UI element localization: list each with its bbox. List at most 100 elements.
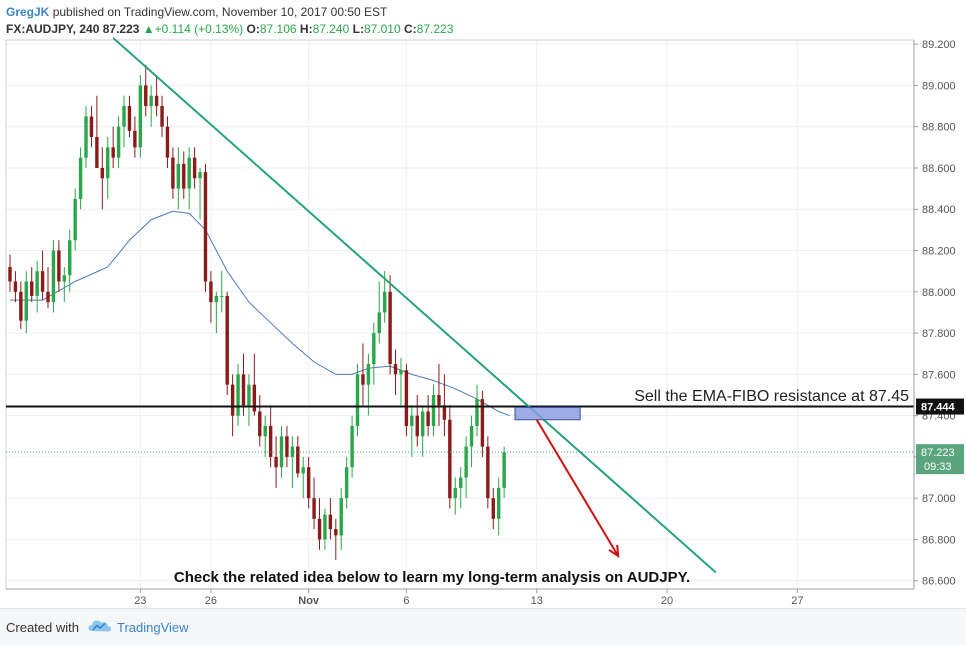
candle-body[interactable] (448, 419, 452, 499)
candle-body[interactable] (73, 198, 77, 241)
candle-body[interactable] (62, 275, 66, 282)
candle-body[interactable] (464, 446, 468, 478)
candle-body[interactable] (258, 411, 262, 437)
candle-body[interactable] (51, 250, 56, 303)
candle-body[interactable] (95, 137, 99, 168)
candle-body[interactable] (165, 126, 170, 158)
candle-body[interactable] (361, 374, 365, 385)
candle-body[interactable] (323, 514, 327, 540)
candle-body[interactable] (241, 374, 246, 406)
candle-body[interactable] (122, 106, 126, 127)
candle-body[interactable] (176, 163, 181, 189)
candle-body[interactable] (453, 487, 457, 499)
tradingview-logo-icon[interactable] (88, 618, 112, 634)
candle-body[interactable] (68, 240, 72, 276)
candle-body[interactable] (475, 399, 479, 426)
candle-body[interactable] (339, 498, 343, 536)
candle-body[interactable] (35, 271, 39, 296)
candle-body[interactable] (469, 425, 474, 447)
candle-body[interactable] (497, 487, 501, 519)
candle-body[interactable] (40, 271, 45, 292)
candle-body[interactable] (502, 452, 506, 488)
tradingview-brand-link[interactable]: TradingView (117, 620, 189, 635)
candle-body[interactable] (19, 291, 23, 321)
candle-body[interactable] (312, 498, 316, 519)
candle-body[interactable] (8, 267, 12, 282)
candle-body[interactable] (57, 250, 61, 282)
candle-body[interactable] (263, 425, 267, 437)
candle-body[interactable] (144, 85, 148, 107)
time-axis[interactable]: 23 26 Nov 6 13 20 27 (6, 588, 914, 607)
candle-body[interactable] (89, 116, 94, 138)
candle-body[interactable] (100, 167, 105, 179)
candle-body[interactable] (84, 116, 88, 158)
candle-body[interactable] (317, 518, 322, 540)
candle-body[interactable] (268, 425, 273, 457)
candle-body[interactable] (30, 281, 34, 296)
candle-body[interactable] (366, 364, 371, 385)
candles-group[interactable] (8, 64, 506, 561)
candle-body[interactable] (334, 529, 338, 536)
candle-body[interactable] (203, 172, 208, 282)
candle-body[interactable] (355, 374, 360, 426)
candle-body[interactable] (149, 95, 153, 107)
candle-body[interactable] (290, 446, 295, 457)
candle-body[interactable] (458, 477, 463, 488)
price-axis[interactable]: 89.200 89.000 88.800 88.600 88.400 88.200 88.0… (913, 39, 966, 589)
candle-body[interactable] (116, 126, 121, 158)
candle-body[interactable] (209, 281, 213, 303)
candle-body[interactable] (486, 446, 490, 499)
candle-body[interactable] (382, 291, 387, 313)
candle-body[interactable] (127, 106, 132, 131)
candle-body[interactable] (220, 295, 224, 297)
candle-body[interactable] (279, 436, 284, 468)
trendline[interactable] (112, 37, 717, 574)
candle-body[interactable] (24, 281, 28, 321)
candle-body[interactable] (399, 370, 403, 375)
candle-body[interactable] (480, 399, 485, 447)
candle-body[interactable] (415, 415, 419, 437)
candle-body[interactable] (230, 384, 235, 416)
author-link[interactable]: GregJK (6, 5, 50, 19)
price-chart[interactable]: 89.200 89.000 88.800 88.600 88.400 88.200 88.0… (0, 0, 966, 608)
candle-body[interactable] (328, 514, 333, 530)
candle-body[interactable] (187, 157, 191, 189)
candle-body[interactable] (372, 333, 376, 365)
candle-body[interactable] (46, 291, 50, 303)
candle-body[interactable] (350, 425, 354, 468)
candle-body[interactable] (491, 498, 495, 519)
candle-body[interactable] (133, 130, 137, 148)
candle-body[interactable] (154, 95, 159, 107)
candle-body[interactable] (437, 394, 441, 406)
sell-zone-box[interactable] (514, 406, 581, 421)
candle-body[interactable] (192, 157, 197, 179)
candle-body[interactable] (344, 467, 349, 499)
candle-body[interactable] (252, 384, 257, 412)
candle-body[interactable] (296, 446, 300, 474)
candle-body[interactable] (431, 394, 436, 426)
candle-body[interactable] (274, 456, 278, 468)
candle-body[interactable] (301, 467, 305, 474)
candle-body[interactable] (13, 281, 18, 292)
candle-body[interactable] (404, 370, 409, 426)
candle-body[interactable] (393, 364, 398, 375)
candle-body[interactable] (247, 384, 251, 406)
candle-body[interactable] (388, 291, 392, 365)
candle-body[interactable] (306, 467, 311, 499)
candle-body[interactable] (410, 415, 414, 426)
candle-body[interactable] (236, 374, 240, 416)
candle-body[interactable] (285, 436, 289, 457)
candle-body[interactable] (420, 411, 425, 437)
drawings-group[interactable] (6, 37, 914, 574)
candle-body[interactable] (198, 172, 202, 179)
candle-body[interactable] (138, 85, 143, 148)
candle-body[interactable] (182, 163, 186, 189)
candle-body[interactable] (426, 411, 430, 426)
candle-body[interactable] (442, 405, 447, 420)
candle-body[interactable] (225, 295, 229, 385)
candle-body[interactable] (160, 106, 164, 127)
candle-body[interactable] (377, 312, 381, 334)
candle-body[interactable] (78, 157, 83, 199)
sell-arrow[interactable] (535, 419, 620, 557)
candle-body[interactable] (214, 295, 219, 303)
